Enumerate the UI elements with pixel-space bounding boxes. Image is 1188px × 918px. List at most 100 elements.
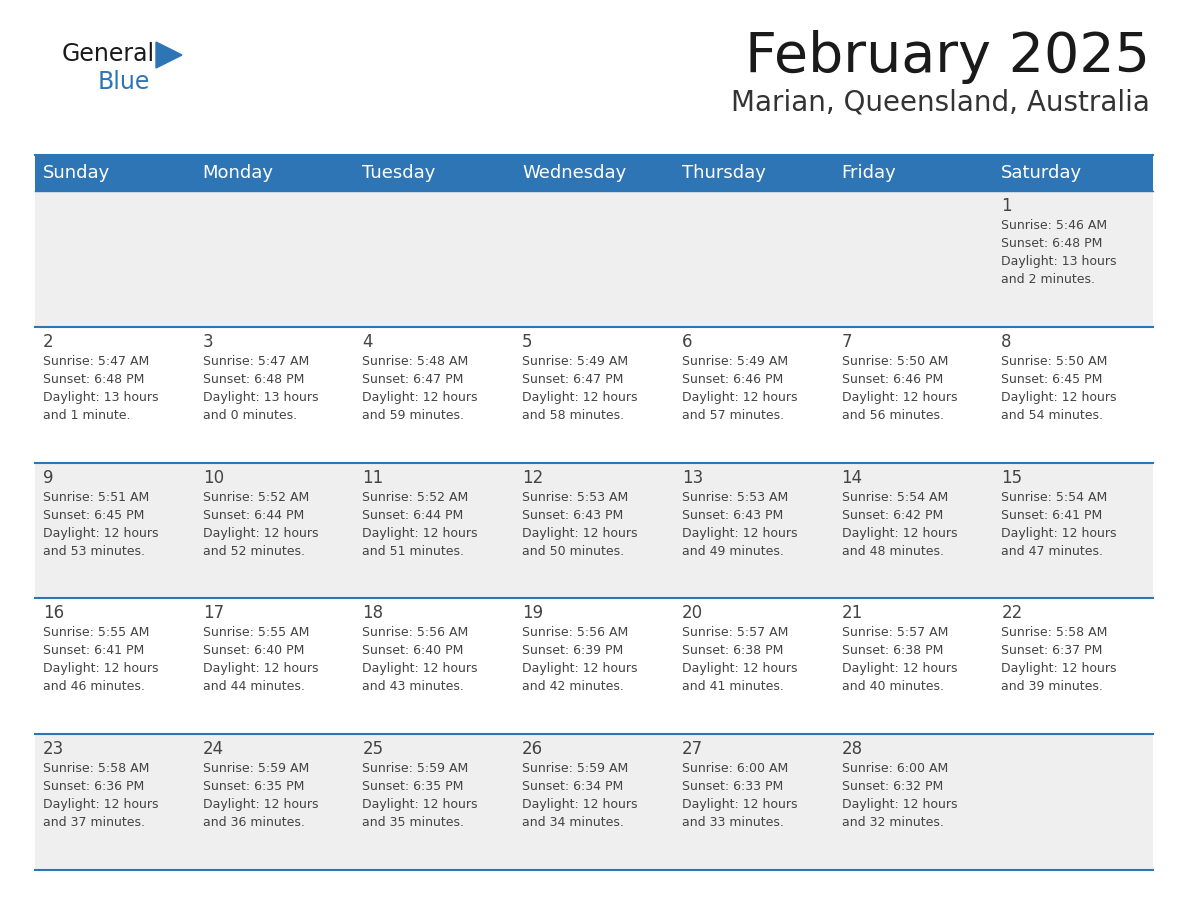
Text: Sunset: 6:40 PM: Sunset: 6:40 PM bbox=[203, 644, 304, 657]
Text: Sunrise: 5:56 AM: Sunrise: 5:56 AM bbox=[523, 626, 628, 640]
Bar bbox=[674, 327, 834, 463]
Text: 20: 20 bbox=[682, 604, 703, 622]
Text: Sunrise: 5:49 AM: Sunrise: 5:49 AM bbox=[523, 354, 628, 368]
Bar bbox=[514, 327, 674, 463]
Text: Sunset: 6:38 PM: Sunset: 6:38 PM bbox=[841, 644, 943, 657]
Text: Sunrise: 5:59 AM: Sunrise: 5:59 AM bbox=[523, 762, 628, 775]
Bar bbox=[993, 191, 1154, 327]
Text: Sunrise: 5:54 AM: Sunrise: 5:54 AM bbox=[1001, 490, 1107, 504]
Text: Sunset: 6:42 PM: Sunset: 6:42 PM bbox=[841, 509, 943, 521]
Text: 26: 26 bbox=[523, 740, 543, 758]
Bar bbox=[195, 155, 354, 191]
Text: Daylight: 12 hours: Daylight: 12 hours bbox=[203, 527, 318, 540]
Bar bbox=[993, 463, 1154, 599]
Text: and 39 minutes.: and 39 minutes. bbox=[1001, 680, 1104, 693]
Text: Sunrise: 6:00 AM: Sunrise: 6:00 AM bbox=[682, 762, 788, 775]
Text: Daylight: 12 hours: Daylight: 12 hours bbox=[682, 527, 797, 540]
Text: and 54 minutes.: and 54 minutes. bbox=[1001, 409, 1104, 421]
Text: 9: 9 bbox=[43, 468, 53, 487]
Text: 28: 28 bbox=[841, 740, 862, 758]
Text: 2: 2 bbox=[43, 333, 53, 351]
Bar bbox=[195, 599, 354, 734]
Text: 14: 14 bbox=[841, 468, 862, 487]
Text: Sunrise: 5:54 AM: Sunrise: 5:54 AM bbox=[841, 490, 948, 504]
Text: Sunset: 6:45 PM: Sunset: 6:45 PM bbox=[43, 509, 145, 521]
Text: Daylight: 12 hours: Daylight: 12 hours bbox=[523, 798, 638, 812]
Text: 3: 3 bbox=[203, 333, 214, 351]
Bar bbox=[834, 155, 993, 191]
Text: Sunset: 6:33 PM: Sunset: 6:33 PM bbox=[682, 780, 783, 793]
Text: Sunset: 6:47 PM: Sunset: 6:47 PM bbox=[523, 373, 624, 386]
Text: Sunrise: 5:58 AM: Sunrise: 5:58 AM bbox=[43, 762, 150, 775]
Text: Sunset: 6:44 PM: Sunset: 6:44 PM bbox=[203, 509, 304, 521]
Text: 25: 25 bbox=[362, 740, 384, 758]
Text: Monday: Monday bbox=[203, 164, 273, 182]
Text: Sunrise: 5:49 AM: Sunrise: 5:49 AM bbox=[682, 354, 788, 368]
Bar bbox=[834, 191, 993, 327]
Text: Sunrise: 5:47 AM: Sunrise: 5:47 AM bbox=[203, 354, 309, 368]
Text: Sunset: 6:40 PM: Sunset: 6:40 PM bbox=[362, 644, 463, 657]
Bar bbox=[354, 327, 514, 463]
Text: Sunrise: 5:53 AM: Sunrise: 5:53 AM bbox=[682, 490, 788, 504]
Bar bbox=[674, 191, 834, 327]
Text: and 59 minutes.: and 59 minutes. bbox=[362, 409, 465, 421]
Text: and 47 minutes.: and 47 minutes. bbox=[1001, 544, 1104, 557]
Text: Daylight: 12 hours: Daylight: 12 hours bbox=[1001, 663, 1117, 676]
Text: Sunrise: 5:56 AM: Sunrise: 5:56 AM bbox=[362, 626, 469, 640]
Text: Sunset: 6:43 PM: Sunset: 6:43 PM bbox=[523, 509, 624, 521]
Text: Marian, Queensland, Australia: Marian, Queensland, Australia bbox=[731, 88, 1150, 116]
Text: Daylight: 12 hours: Daylight: 12 hours bbox=[362, 391, 478, 404]
Bar bbox=[195, 191, 354, 327]
Text: 15: 15 bbox=[1001, 468, 1023, 487]
Text: Sunset: 6:39 PM: Sunset: 6:39 PM bbox=[523, 644, 624, 657]
Bar bbox=[674, 734, 834, 870]
Text: 23: 23 bbox=[43, 740, 64, 758]
Text: Sunrise: 5:59 AM: Sunrise: 5:59 AM bbox=[203, 762, 309, 775]
Text: 8: 8 bbox=[1001, 333, 1012, 351]
Text: 19: 19 bbox=[523, 604, 543, 622]
Text: 22: 22 bbox=[1001, 604, 1023, 622]
Text: Sunset: 6:43 PM: Sunset: 6:43 PM bbox=[682, 509, 783, 521]
Text: Sunrise: 6:00 AM: Sunrise: 6:00 AM bbox=[841, 762, 948, 775]
Text: Sunrise: 5:46 AM: Sunrise: 5:46 AM bbox=[1001, 219, 1107, 232]
Bar bbox=[34, 734, 195, 870]
Bar bbox=[195, 327, 354, 463]
Text: Sunrise: 5:58 AM: Sunrise: 5:58 AM bbox=[1001, 626, 1107, 640]
Bar bbox=[514, 599, 674, 734]
Text: Sunset: 6:36 PM: Sunset: 6:36 PM bbox=[43, 780, 144, 793]
Bar bbox=[834, 734, 993, 870]
Text: Daylight: 12 hours: Daylight: 12 hours bbox=[1001, 391, 1117, 404]
Text: and 36 minutes.: and 36 minutes. bbox=[203, 816, 304, 829]
Text: and 46 minutes.: and 46 minutes. bbox=[43, 680, 145, 693]
Text: Daylight: 12 hours: Daylight: 12 hours bbox=[203, 798, 318, 812]
Text: February 2025: February 2025 bbox=[745, 30, 1150, 84]
Bar bbox=[195, 734, 354, 870]
Bar bbox=[514, 155, 674, 191]
Text: Sunset: 6:41 PM: Sunset: 6:41 PM bbox=[43, 644, 144, 657]
Text: Sunrise: 5:50 AM: Sunrise: 5:50 AM bbox=[841, 354, 948, 368]
Bar bbox=[834, 463, 993, 599]
Text: Daylight: 12 hours: Daylight: 12 hours bbox=[43, 798, 158, 812]
Text: Daylight: 12 hours: Daylight: 12 hours bbox=[682, 663, 797, 676]
Bar bbox=[834, 327, 993, 463]
Text: Daylight: 12 hours: Daylight: 12 hours bbox=[841, 527, 958, 540]
Text: Daylight: 12 hours: Daylight: 12 hours bbox=[362, 663, 478, 676]
Text: Sunset: 6:41 PM: Sunset: 6:41 PM bbox=[1001, 509, 1102, 521]
Bar bbox=[34, 599, 195, 734]
Text: Blue: Blue bbox=[97, 70, 151, 94]
Bar bbox=[34, 327, 195, 463]
Text: Daylight: 12 hours: Daylight: 12 hours bbox=[682, 391, 797, 404]
Text: Sunset: 6:46 PM: Sunset: 6:46 PM bbox=[682, 373, 783, 386]
Text: 17: 17 bbox=[203, 604, 223, 622]
Bar bbox=[834, 599, 993, 734]
Bar bbox=[354, 463, 514, 599]
Text: and 33 minutes.: and 33 minutes. bbox=[682, 816, 784, 829]
Text: Sunrise: 5:55 AM: Sunrise: 5:55 AM bbox=[203, 626, 309, 640]
Bar bbox=[993, 155, 1154, 191]
Text: and 37 minutes.: and 37 minutes. bbox=[43, 816, 145, 829]
Text: 6: 6 bbox=[682, 333, 693, 351]
Bar bbox=[514, 191, 674, 327]
Text: Daylight: 13 hours: Daylight: 13 hours bbox=[203, 391, 318, 404]
Text: and 57 minutes.: and 57 minutes. bbox=[682, 409, 784, 421]
Bar bbox=[195, 463, 354, 599]
